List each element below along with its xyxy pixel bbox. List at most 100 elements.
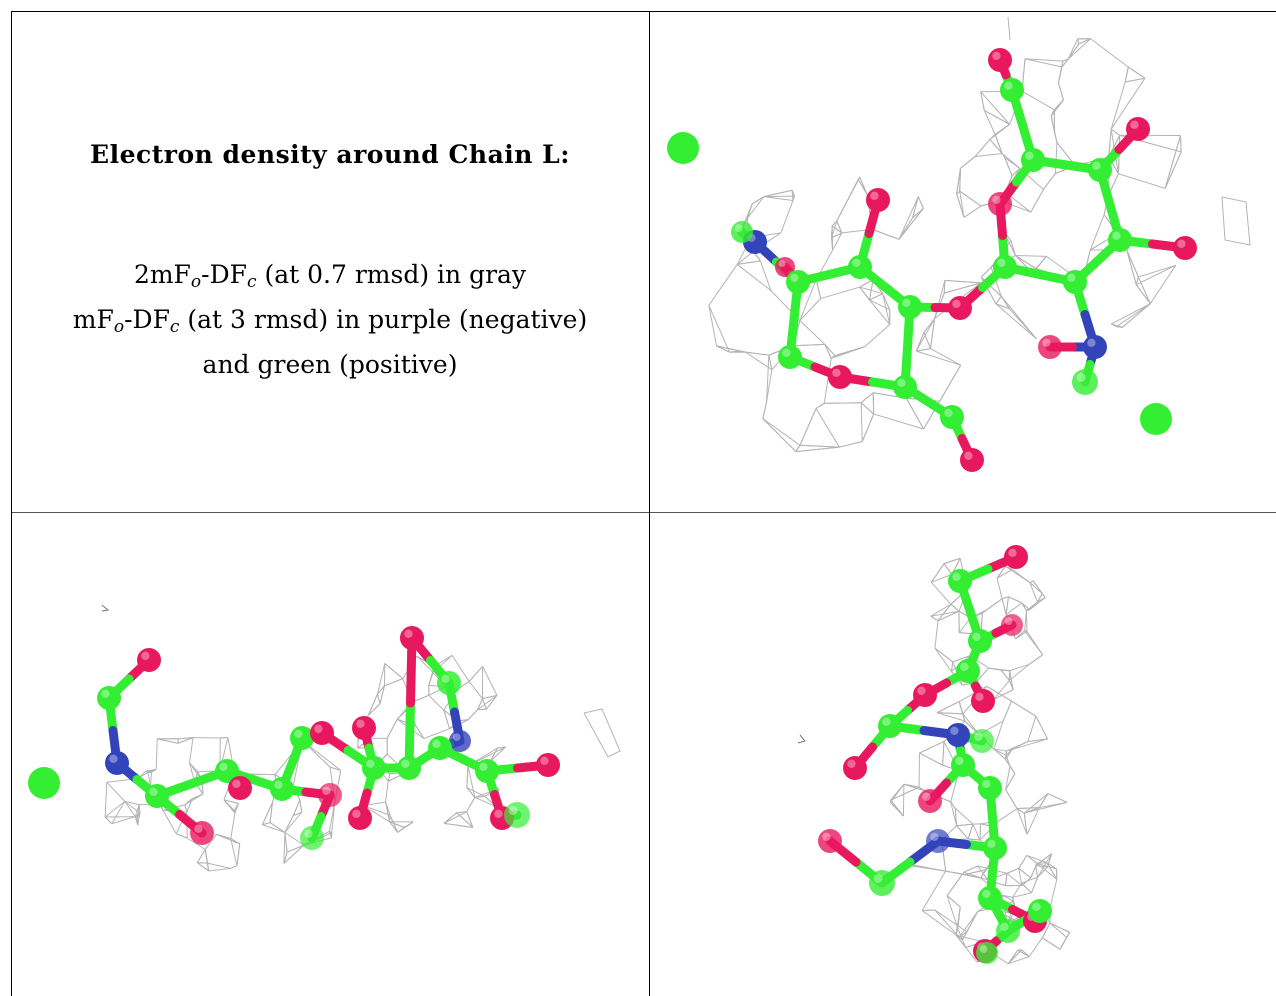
atom-highlight <box>870 191 879 200</box>
mesh-edge <box>1053 99 1064 111</box>
mesh-edge <box>367 693 378 716</box>
mesh-edge <box>1043 173 1056 190</box>
atom-highlight <box>1130 120 1139 129</box>
mesh-edge <box>917 196 924 209</box>
carbon-atom <box>1000 78 1024 102</box>
mesh-edge <box>1077 38 1080 45</box>
carbon-atom <box>893 375 917 399</box>
carbon-atom <box>993 255 1017 279</box>
mesh-edge <box>859 177 868 195</box>
mesh-edge <box>1030 863 1038 878</box>
mesh-edge <box>1002 596 1009 600</box>
mesh-edge <box>946 895 959 929</box>
oxygen-atom <box>536 753 560 777</box>
mesh-edge <box>950 801 958 826</box>
mesh-edge <box>1032 580 1046 598</box>
mesh-edge <box>768 355 773 370</box>
atom-highlight <box>401 759 410 768</box>
mesh-edge <box>111 816 136 825</box>
figure-title: Electron density around Chain L: <box>90 140 570 169</box>
carbon-atom <box>731 221 753 243</box>
carbon-atom <box>968 629 992 653</box>
carbon-atom <box>898 295 922 319</box>
mesh-edge <box>795 445 801 452</box>
mesh-edge <box>944 279 981 284</box>
mesh-edge <box>937 603 952 622</box>
atom-highlight <box>852 258 861 267</box>
oxygen-atom <box>318 783 342 807</box>
mesh-edge <box>1061 58 1069 68</box>
mesh-edge <box>934 647 952 672</box>
mesh-edge <box>1078 38 1091 45</box>
mesh-edge <box>104 800 126 818</box>
mesh-edge <box>869 299 891 325</box>
mesh-edge <box>861 413 875 442</box>
atom-highlight <box>366 759 375 768</box>
mesh-edge <box>1006 867 1019 874</box>
atom-highlight <box>944 408 953 417</box>
mesh-edge <box>984 109 1010 125</box>
mesh-edge <box>443 822 473 828</box>
mesh-edge <box>1016 808 1025 814</box>
oxygen-atom <box>918 789 942 813</box>
mesh-edge <box>1028 654 1043 665</box>
atom-highlight <box>950 726 959 735</box>
nitrogen-atom <box>926 829 950 853</box>
mesh-edge <box>482 694 498 700</box>
mesh-edge <box>1042 937 1061 950</box>
mesh-edge <box>921 910 960 938</box>
mesh-edge <box>1015 255 1037 270</box>
mesh-edge <box>284 831 305 846</box>
mesh-edge <box>708 305 730 353</box>
carbon-atom <box>504 802 530 828</box>
oxygen-atom <box>137 648 161 672</box>
carbon-atom <box>1088 158 1112 182</box>
mesh-edge <box>1057 66 1063 83</box>
mesh-edge <box>936 712 965 722</box>
mesh-edge <box>1046 862 1057 870</box>
mesh-edge <box>428 672 434 686</box>
mesh-edge <box>824 344 836 356</box>
atom-highlight <box>790 273 799 282</box>
mesh-edge <box>915 318 935 352</box>
mesh-edge <box>923 318 935 333</box>
mesh-edge <box>936 712 963 715</box>
view-bottom-left <box>12 513 649 996</box>
mesh-edge <box>1037 593 1043 603</box>
mesh-edge <box>831 220 838 227</box>
mesh-edge <box>1009 663 1030 681</box>
mesh-edge <box>824 402 862 404</box>
mesh-edge <box>1024 630 1044 656</box>
mesh-edge <box>936 701 960 714</box>
mesh-edge <box>443 812 457 824</box>
atom-highlight <box>1032 902 1041 911</box>
mesh-edge <box>1018 868 1023 886</box>
atom-highlight <box>952 572 961 581</box>
mesh-edge <box>1031 877 1039 894</box>
mesh-edge <box>736 264 772 291</box>
mesh-edge <box>967 823 974 840</box>
mesh-edge <box>467 709 479 720</box>
carbon-atom <box>948 569 972 593</box>
mesh-edge <box>934 280 946 319</box>
mesh-edge <box>1026 807 1040 835</box>
carbon-atom <box>778 345 802 369</box>
mesh-edge <box>831 237 834 251</box>
mesh-edge <box>423 728 450 739</box>
mesh-edge <box>236 843 241 866</box>
mesh-edge <box>1005 602 1023 616</box>
mesh-edge <box>766 369 773 402</box>
mesh-edge <box>1000 295 1037 340</box>
mesh-edge <box>1050 115 1056 133</box>
carbon-atom <box>786 270 810 294</box>
density-mesh <box>956 38 1182 340</box>
mesh-edge <box>1067 38 1079 60</box>
mesh-edge <box>150 772 152 786</box>
mesh-edge <box>898 196 919 240</box>
mesh-edge <box>1036 862 1057 870</box>
mesh-edge <box>283 844 305 864</box>
mesh-edge <box>980 91 1011 125</box>
mesh-edge <box>385 781 389 803</box>
mesh-edge <box>873 413 924 430</box>
mesh-edge <box>192 793 204 800</box>
